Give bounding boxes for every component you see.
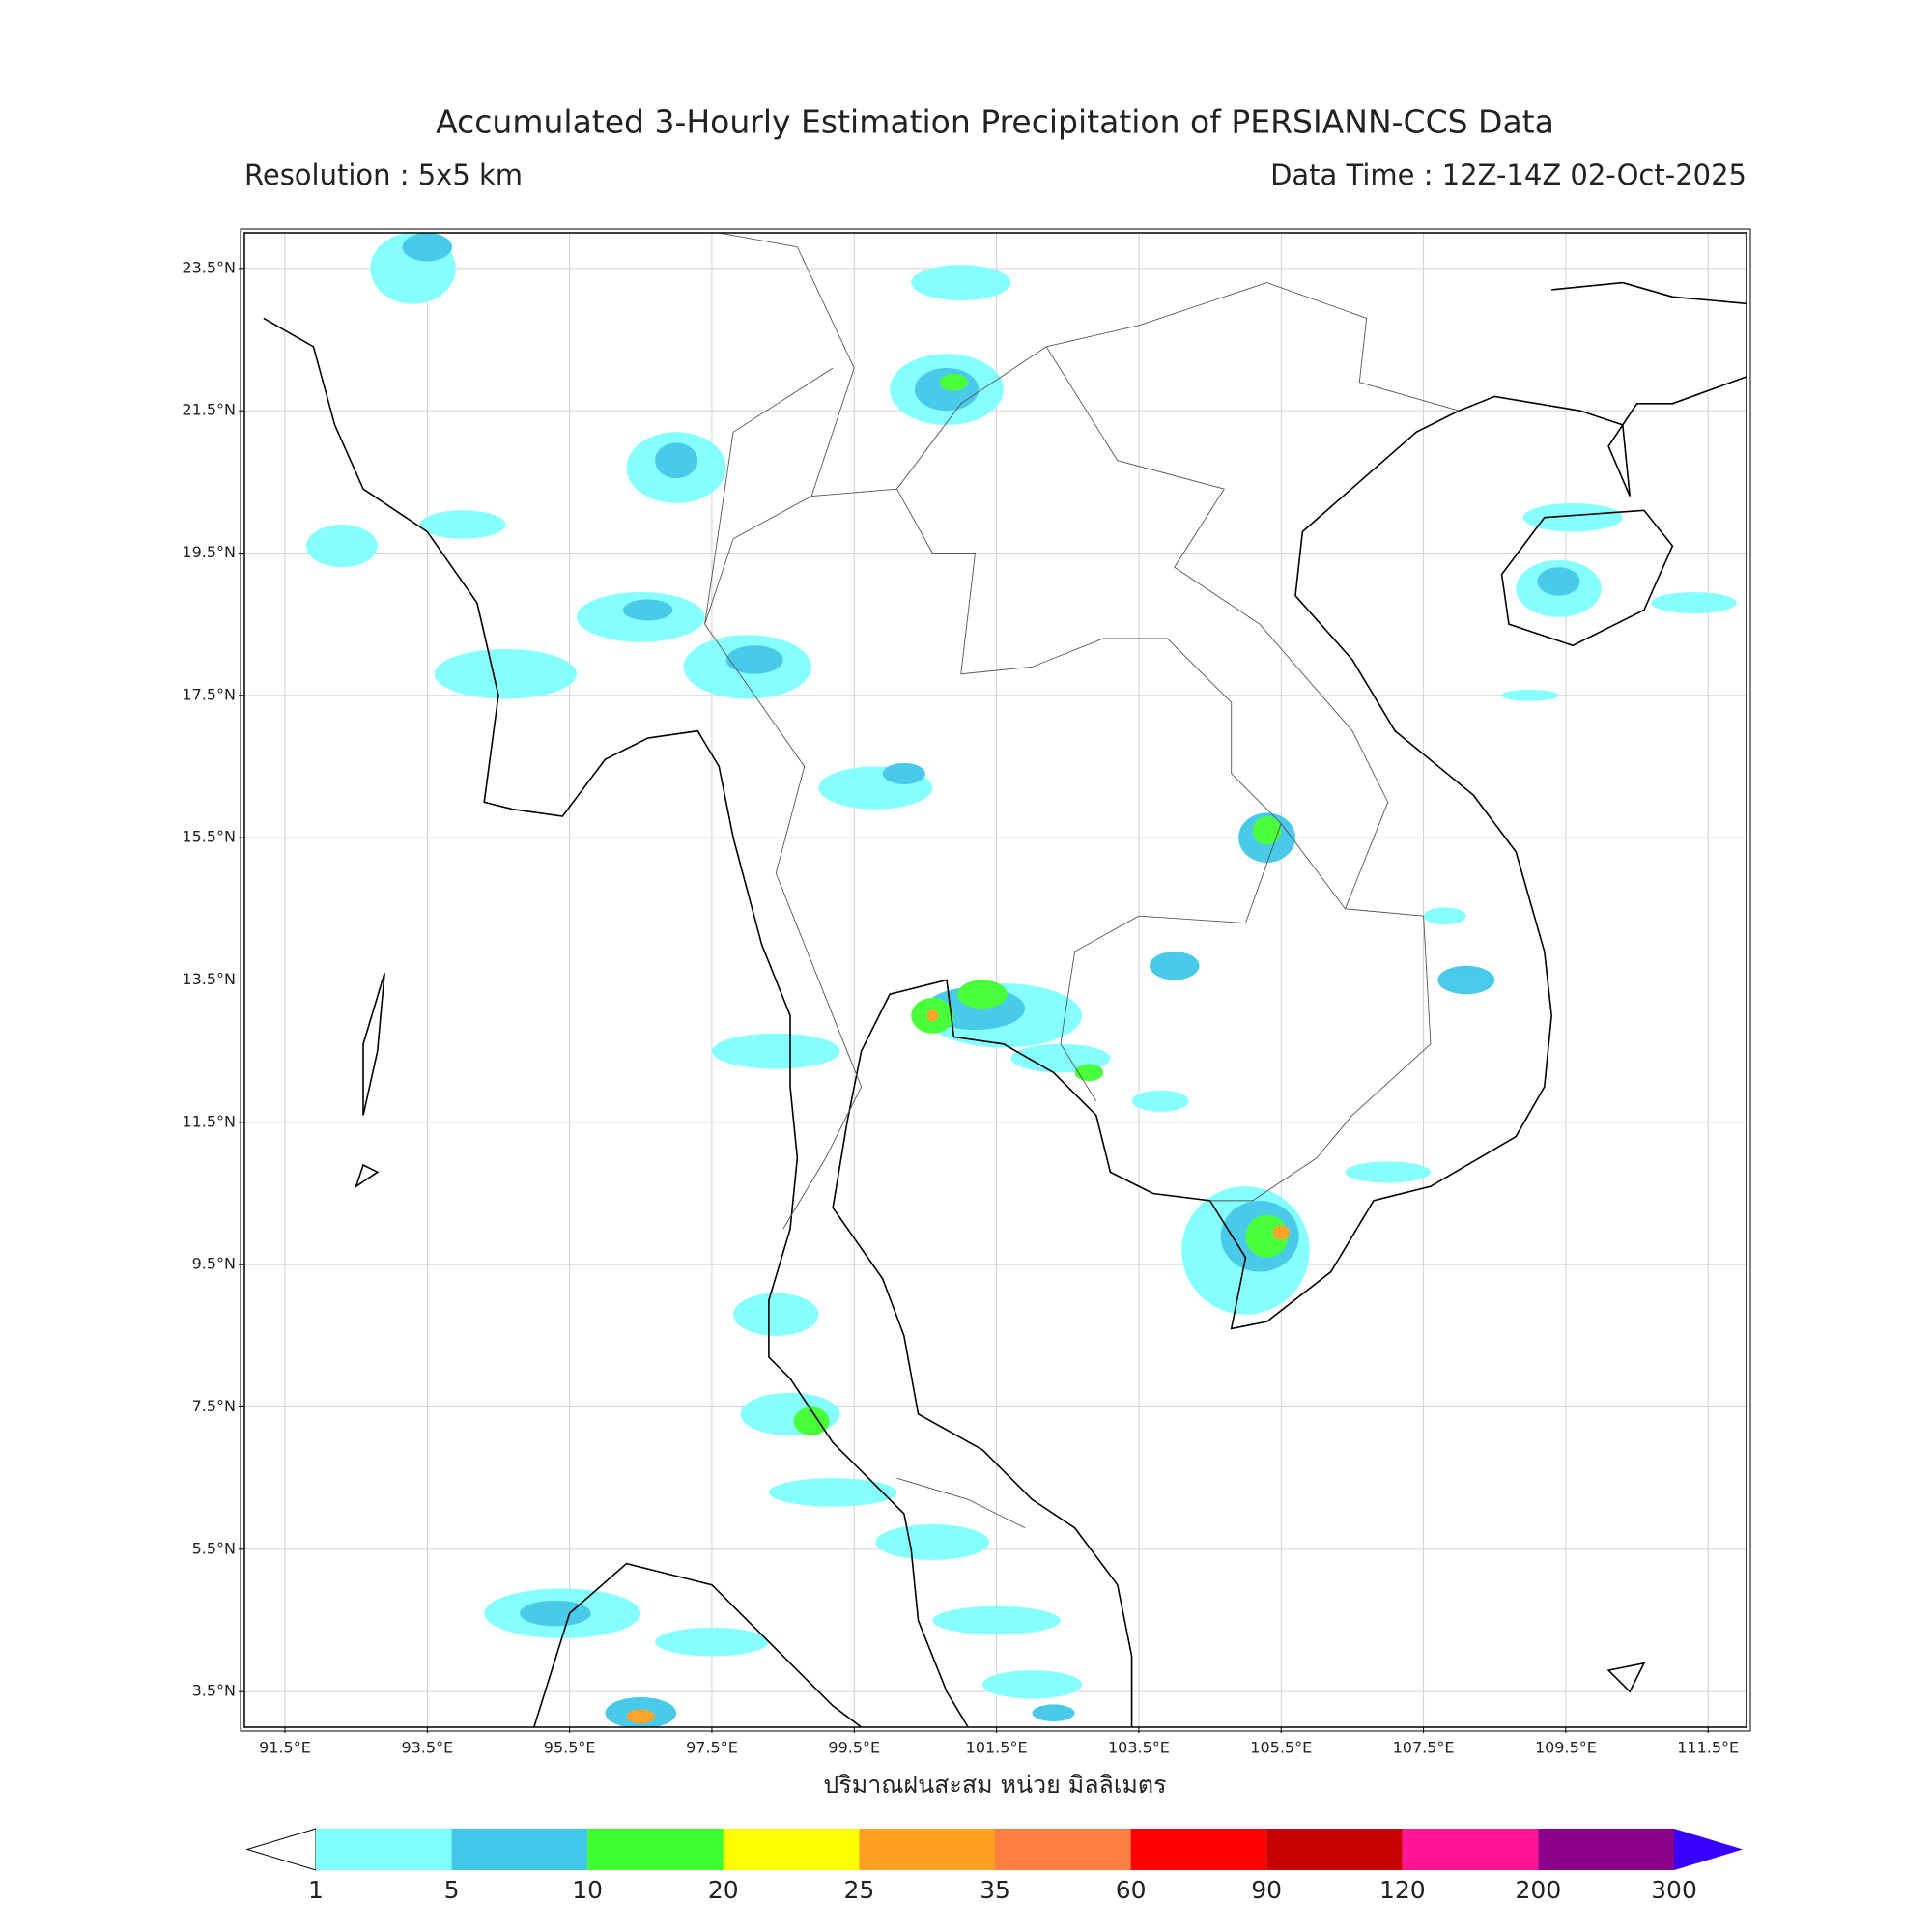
colorbar-box xyxy=(1538,1829,1674,1870)
colorbar-label: 120 xyxy=(1379,1876,1426,1904)
lon-tick-label: 109.5°E xyxy=(1535,1739,1597,1757)
lat-tick-label: 3.5°N xyxy=(192,1682,236,1700)
colorbar-box xyxy=(1266,1829,1403,1870)
lat-tick-label: 21.5°N xyxy=(182,401,236,419)
geography xyxy=(264,233,1751,1727)
colorbar-box xyxy=(995,1829,1131,1870)
lat-tick-label: 15.5°N xyxy=(182,828,236,846)
lon-tick-label: 99.5°E xyxy=(828,1739,880,1757)
lon-tick-label: 95.5°E xyxy=(544,1739,596,1757)
lon-tick-label: 93.5°E xyxy=(401,1739,453,1757)
lat-tick-label: 13.5°N xyxy=(182,970,236,988)
colorbar-label: 300 xyxy=(1651,1876,1697,1904)
map-area xyxy=(264,233,1751,1727)
colorbar-box xyxy=(451,1829,588,1870)
colorbar-box xyxy=(1130,1829,1267,1870)
colorbar-label: 90 xyxy=(1251,1876,1282,1904)
lon-tick-label: 111.5°E xyxy=(1677,1739,1739,1757)
lat-tick-label: 5.5°N xyxy=(192,1539,236,1557)
colorbar-label: 200 xyxy=(1516,1876,1562,1904)
lon-tick-label: 101.5°E xyxy=(966,1739,1028,1757)
axis-label: ปริมาณฝนสะสม หน่วย มิลลิเมตร xyxy=(823,1771,1166,1799)
lat-tick-label: 23.5°N xyxy=(182,258,236,276)
grid xyxy=(244,233,1747,1727)
lat-tick-label: 11.5°N xyxy=(182,1112,236,1130)
lat-tick-label: 17.5°N xyxy=(182,685,236,703)
lon-tick-label: 103.5°E xyxy=(1108,1739,1170,1757)
lon-tick-label: 105.5°E xyxy=(1250,1739,1312,1757)
lat-tick-label: 19.5°N xyxy=(182,543,236,561)
country-border xyxy=(705,233,1460,1528)
lon-tick-label: 107.5°E xyxy=(1393,1739,1455,1757)
colorbar: 1 5 10 20 25 35 60 90 120 200 300 xyxy=(245,1828,1743,1904)
data-time: Data Time : 12Z-14Z 02-Oct-2025 xyxy=(1270,158,1747,191)
lat-tick-label: 9.5°N xyxy=(192,1255,236,1273)
lon-tick-label: 91.5°E xyxy=(259,1739,311,1757)
lon-tick-label: 97.5°E xyxy=(686,1739,738,1757)
colorbar-label: 10 xyxy=(572,1876,603,1904)
colorbar-box xyxy=(587,1829,724,1870)
colorbar-box xyxy=(859,1829,995,1870)
colorbar-label: 20 xyxy=(708,1876,739,1904)
colorbar-box xyxy=(316,1829,452,1870)
colorbar-label: 5 xyxy=(444,1876,460,1904)
title: Accumulated 3-Hourly Estimation Precipit… xyxy=(436,103,1554,141)
coastline xyxy=(264,283,1751,1727)
colorbar-label: 60 xyxy=(1116,1876,1147,1904)
colorbar-label: 1 xyxy=(308,1876,324,1904)
colorbar-under xyxy=(245,1828,317,1871)
lat-tick-label: 7.5°N xyxy=(192,1397,236,1415)
colorbar-box xyxy=(723,1829,860,1870)
colorbar-label: 35 xyxy=(980,1876,1010,1904)
resolution: Resolution : 5x5 km xyxy=(244,158,523,191)
colorbar-over xyxy=(1674,1829,1743,1870)
colorbar-box xyxy=(1402,1829,1539,1870)
rain-areas xyxy=(306,233,1737,1727)
colorbar-label: 25 xyxy=(843,1876,874,1904)
